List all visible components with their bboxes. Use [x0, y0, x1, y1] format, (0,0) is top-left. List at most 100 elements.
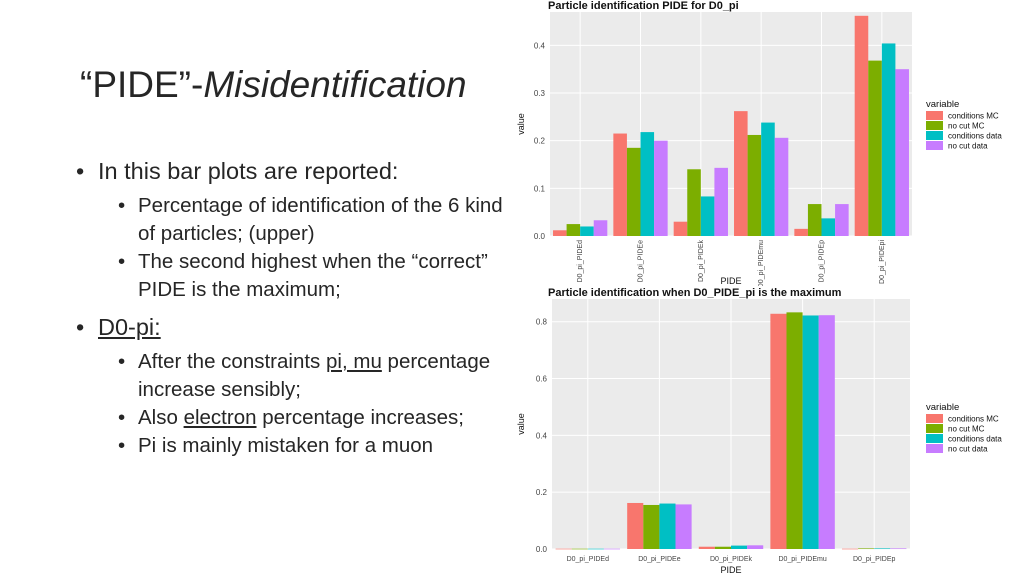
- bar-no-cut-data-D0_pi_PIDEmu: [774, 137, 789, 236]
- bar-conditions-MC-D0_pi_PIDEmu: [770, 313, 787, 549]
- bar-conditions-data-D0_pi_PIDEd: [587, 548, 604, 550]
- legend-swatch: [926, 414, 943, 423]
- x-tick-label: D0_pi_PIDEd: [567, 556, 610, 563]
- slide-title: “PIDE”-Misidentification: [80, 64, 467, 106]
- bar-no-cut-MC-D0_pi_PIDEd: [571, 548, 588, 550]
- y-axis-label: value: [516, 413, 526, 435]
- bullet-electron-post: percentage increases;: [256, 406, 464, 429]
- x-tick-label: D0_pi_PIDEe: [638, 556, 681, 563]
- bar-conditions-MC-D0_pi_PIDEk: [698, 546, 715, 549]
- bar-no-cut-data-D0_pi_PIDEe: [675, 504, 692, 549]
- bullet-second-highest: The second highest when the “correct” PI…: [76, 248, 516, 304]
- bar-no-cut-data-D0_pi_PIDEd: [593, 220, 608, 236]
- bar-no-cut-MC-D0_pi_PIDEmu: [747, 134, 762, 236]
- legend-label: conditions MC: [948, 415, 999, 424]
- legend-swatch: [926, 424, 943, 433]
- y-tick-label: 0.0: [534, 232, 546, 241]
- x-tick-label: D0_pi_PIDEmu: [778, 556, 826, 563]
- bar-conditions-MC-D0_pi_PIDEmu: [734, 111, 748, 236]
- y-tick-label: 0.2: [536, 488, 548, 497]
- bar-no-cut-data-D0_pi_PIDEp: [835, 204, 849, 236]
- bar-no-cut-MC-D0_pi_PIDEd: [566, 224, 581, 236]
- slide-title-quoted: “PIDE”-: [80, 64, 204, 105]
- y-tick-label: 0.0: [536, 545, 548, 554]
- bar-conditions-MC-D0_pi_PIDEp: [841, 548, 859, 550]
- bullet-percentage: Percentage of identification of the 6 ki…: [76, 192, 516, 248]
- bar-conditions-MC-D0_pi_PIDEd: [553, 230, 567, 236]
- y-tick-label: 0.4: [534, 41, 546, 50]
- legend-label: no cut data: [948, 142, 988, 151]
- bar-no-cut-data-D0_pi_PIDEp: [890, 548, 907, 550]
- bar-no-cut-MC-D0_pi_PIDEp: [807, 204, 822, 236]
- legend-title: variable: [926, 402, 959, 413]
- chart-title: Particle identification when D0_PIDE_pi …: [548, 287, 842, 299]
- bar-conditions-data-D0_pi_PIDEk: [700, 196, 715, 236]
- pide-bar-chart-upper: Particle identification PIDE for D0_pi 0.…: [516, 0, 1002, 286]
- bar-conditions-MC-D0_pi_PIDEe: [613, 133, 627, 236]
- bar-conditions-data-D0_pi_PIDEmu: [761, 122, 775, 236]
- bullet-constraints-pre: After the constraints: [138, 350, 327, 373]
- x-tick-label: D0_pi_PIDEe: [638, 240, 645, 283]
- bullet-electron-pre: Also: [138, 406, 184, 429]
- legend-label: conditions MC: [948, 112, 999, 121]
- legend-swatch: [926, 121, 943, 130]
- legend-label: no cut MC: [948, 425, 985, 434]
- bar-no-cut-MC-D0_pi_PIDEe: [643, 504, 660, 549]
- bar-no-cut-MC-D0_pi_PIDEpi: [868, 60, 882, 237]
- pide-bar-chart-lower: Particle identification when D0_PIDE_pi …: [516, 287, 1002, 575]
- legend-label: no cut data: [948, 445, 988, 454]
- legend-swatch: [926, 434, 943, 443]
- bar-no-cut-data-D0_pi_PIDEe: [654, 140, 668, 236]
- bullet-intro: In this bar plots are reported:: [76, 156, 516, 186]
- bar-conditions-data-D0_pi_PIDEpi: [881, 43, 896, 236]
- bar-no-cut-MC-D0_pi_PIDEp: [858, 548, 875, 550]
- x-axis-label: PIDE: [720, 276, 741, 286]
- bar-conditions-data-D0_pi_PIDEp: [821, 218, 836, 236]
- legend-swatch: [926, 444, 943, 453]
- bar-no-cut-MC-D0_pi_PIDEmu: [786, 312, 803, 549]
- x-axis-label: PIDE: [720, 565, 741, 575]
- bar-conditions-data-D0_pi_PIDEe: [659, 503, 676, 549]
- bullet-electron-underlined: electron: [183, 406, 257, 429]
- x-tick-label: D0_pi_PIDEmu: [758, 240, 765, 286]
- y-axis-label: value: [516, 113, 526, 135]
- bar-no-cut-data-D0_pi_PIDEk: [747, 545, 764, 549]
- bullet-constraints: After the constraints pi, mu percentage …: [76, 348, 516, 404]
- y-tick-label: 0.2: [534, 137, 546, 146]
- bar-conditions-data-D0_pi_PIDEk: [731, 545, 748, 549]
- bullet-list: In this bar plots are reported: Percenta…: [76, 156, 516, 460]
- bar-conditions-data-D0_pi_PIDEmu: [802, 315, 819, 549]
- bullet-constraints-underlined: pi, mu: [326, 350, 382, 373]
- slide-title-italic: Misidentification: [203, 64, 467, 105]
- bar-no-cut-data-D0_pi_PIDEmu: [818, 315, 835, 549]
- legend-title: variable: [926, 99, 959, 110]
- legend-label: conditions data: [948, 435, 1002, 444]
- y-tick-label: 0.8: [536, 318, 548, 327]
- bullet-d0pi: D0-pi:: [76, 312, 516, 342]
- bar-conditions-MC-D0_pi_PIDEe: [627, 502, 644, 549]
- legend-swatch: [926, 141, 943, 150]
- legend-swatch: [926, 131, 943, 140]
- bar-no-cut-MC-D0_pi_PIDEk: [687, 169, 701, 236]
- bullet-d0pi-label: D0-pi:: [98, 314, 161, 340]
- bar-no-cut-data-D0_pi_PIDEk: [714, 167, 728, 236]
- x-tick-label: D0_pi_PIDEpi: [879, 240, 886, 284]
- bullet-constraints-post: percentage increase sensibly;: [138, 350, 491, 401]
- bar-conditions-MC-D0_pi_PIDEd: [555, 548, 572, 550]
- legend-label: no cut MC: [948, 122, 985, 131]
- bar-conditions-MC-D0_pi_PIDEp: [794, 228, 808, 236]
- bar-no-cut-data-D0_pi_PIDEpi: [895, 69, 909, 236]
- bar-no-cut-MC-D0_pi_PIDEe: [626, 147, 641, 236]
- x-tick-label: D0_pi_PIDEp: [819, 240, 826, 283]
- x-tick-label: D0_pi_PIDEk: [698, 240, 705, 283]
- x-tick-label: D0_pi_PIDEd: [577, 240, 584, 283]
- bar-no-cut-MC-D0_pi_PIDEk: [714, 546, 731, 549]
- bar-conditions-data-D0_pi_PIDEe: [640, 132, 655, 236]
- x-tick-label: D0_pi_PIDEk: [710, 556, 753, 563]
- legend-swatch: [926, 111, 943, 120]
- legend-label: conditions data: [948, 132, 1002, 141]
- chart-title: Particle identification PIDE for D0_pi: [548, 0, 739, 12]
- bar-no-cut-data-D0_pi_PIDEd: [603, 548, 621, 550]
- y-tick-label: 0.4: [536, 431, 548, 440]
- bar-conditions-MC-D0_pi_PIDEk: [673, 221, 688, 236]
